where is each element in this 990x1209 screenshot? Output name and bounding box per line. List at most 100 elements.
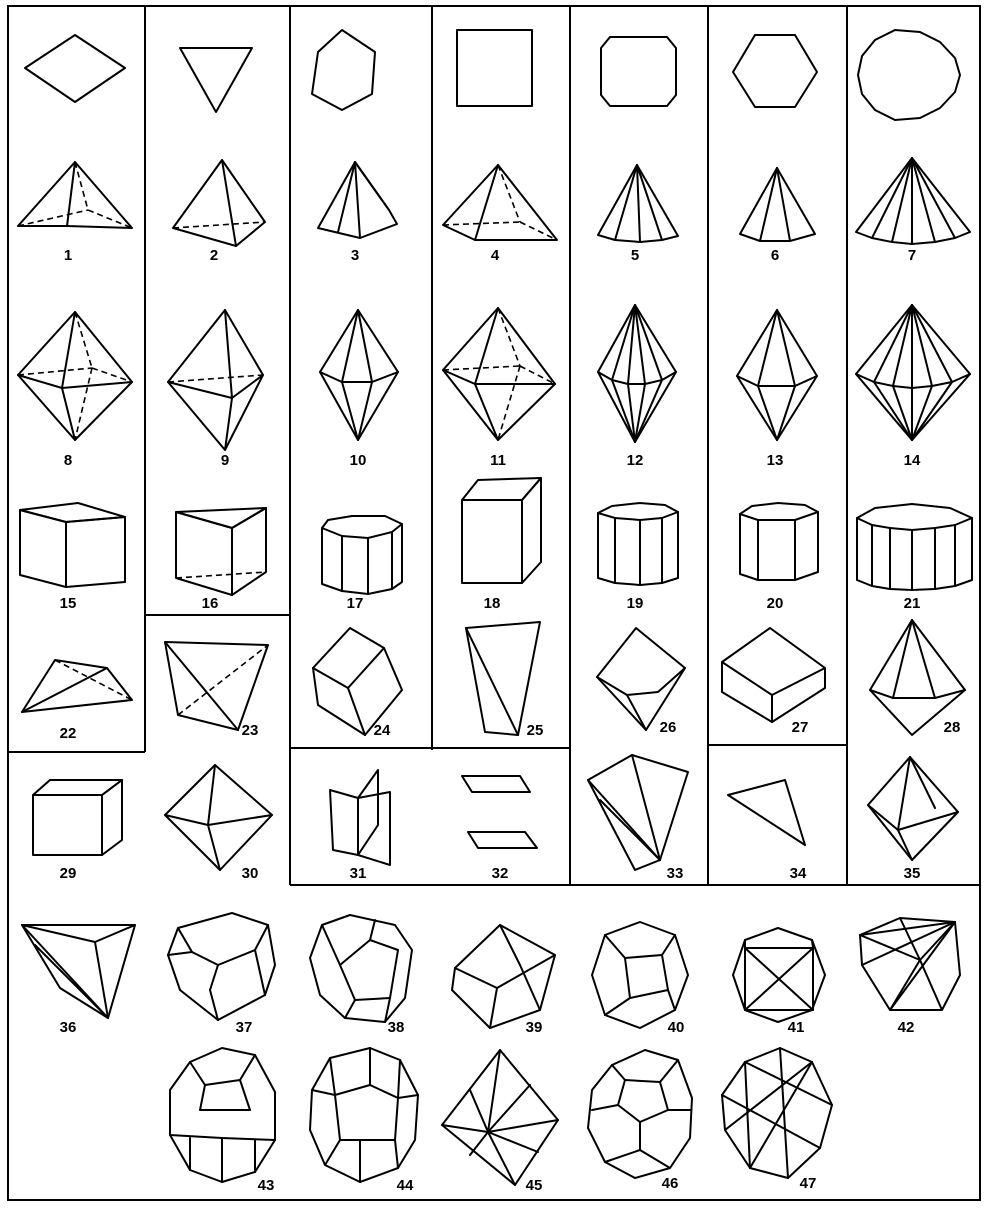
crystal-6 [739, 167, 816, 242]
crystal-27 [721, 627, 826, 723]
crystal-label-42: 42 [898, 1019, 915, 1036]
crystal-label-44: 44 [397, 1177, 414, 1194]
crystal-43 [169, 1047, 276, 1183]
crystal-15 [19, 502, 126, 588]
crystal-25 [465, 621, 541, 736]
crystal-26 [596, 627, 686, 731]
crystal-label-15: 15 [60, 595, 77, 612]
crystal-32 [461, 775, 538, 849]
section-triangle [179, 47, 253, 113]
crystal-29 [32, 779, 123, 856]
section-hexagon [732, 34, 818, 108]
crystal-44 [309, 1047, 419, 1183]
crystal-13 [736, 309, 818, 441]
crystal-34 [727, 779, 806, 846]
crystal-2 [172, 159, 266, 247]
crystal-label-3: 3 [351, 247, 359, 264]
crystal-46 [587, 1049, 693, 1179]
crystal-label-45: 45 [526, 1177, 543, 1194]
crystal-40 [591, 921, 689, 1029]
crystal-41 [732, 927, 826, 1023]
crystal-label-10: 10 [350, 452, 367, 469]
crystal-14 [855, 304, 971, 441]
crystal-30 [164, 764, 273, 871]
crystal-label-27: 27 [792, 719, 809, 736]
crystal-label-28: 28 [944, 719, 961, 736]
crystal-18 [461, 477, 542, 584]
crystal-label-19: 19 [627, 595, 644, 612]
crystal-9 [167, 309, 264, 451]
crystal-label-39: 39 [526, 1019, 543, 1036]
crystal-label-9: 9 [221, 452, 229, 469]
crystal-28 [869, 619, 966, 736]
crystal-label-1: 1 [64, 247, 72, 264]
crystal-3 [317, 161, 398, 239]
crystal-37 [167, 912, 276, 1021]
crystal-1 [17, 161, 133, 229]
crystal-label-47: 47 [800, 1175, 817, 1192]
crystal-label-22: 22 [60, 725, 77, 742]
crystal-label-46: 46 [662, 1175, 679, 1192]
crystal-19 [597, 502, 679, 586]
crystal-label-2: 2 [210, 247, 218, 264]
crystal-label-20: 20 [767, 595, 784, 612]
crystal-4 [442, 164, 558, 241]
crystal-label-34: 34 [790, 865, 807, 882]
crystal-label-23: 23 [242, 722, 259, 739]
crystal-label-17: 17 [347, 595, 364, 612]
crystal-31 [329, 769, 391, 866]
crystal-label-43: 43 [258, 1177, 275, 1194]
crystal-17 [321, 515, 403, 595]
crystal-label-16: 16 [202, 595, 219, 612]
crystal-label-36: 36 [60, 1019, 77, 1036]
crystal-11 [442, 307, 556, 441]
crystal-38 [309, 914, 413, 1023]
crystal-label-29: 29 [60, 865, 77, 882]
crystal-47 [721, 1047, 833, 1179]
crystal-label-33: 33 [667, 865, 684, 882]
crystal-20 [739, 502, 819, 581]
crystal-label-6: 6 [771, 247, 779, 264]
section-trigonal-hexagon [311, 29, 376, 111]
crystal-label-5: 5 [631, 247, 639, 264]
crystal-label-14: 14 [904, 452, 921, 469]
crystal-16 [175, 507, 267, 596]
grid-frame [7, 5, 981, 1201]
crystal-39 [451, 924, 556, 1029]
crystal-label-26: 26 [660, 719, 677, 736]
crystal-label-32: 32 [492, 865, 509, 882]
crystal-label-41: 41 [788, 1019, 805, 1036]
crystal-label-25: 25 [527, 722, 544, 739]
crystal-10 [319, 309, 399, 441]
crystal-label-18: 18 [484, 595, 501, 612]
crystal-label-13: 13 [767, 452, 784, 469]
crystal-23 [164, 641, 269, 731]
crystal-label-30: 30 [242, 865, 259, 882]
crystal-label-35: 35 [904, 865, 921, 882]
crystal-35 [867, 756, 959, 861]
section-rhombus [24, 34, 126, 103]
crystal-label-38: 38 [388, 1019, 405, 1036]
crystal-label-11: 11 [490, 452, 506, 469]
crystal-42 [859, 917, 961, 1011]
crystal-label-4: 4 [491, 247, 500, 264]
section-dodecagon [857, 29, 961, 121]
crystal-label-12: 12 [627, 452, 644, 469]
crystal-8 [17, 311, 133, 441]
crystal-label-24: 24 [374, 722, 391, 739]
crystal-12 [597, 304, 677, 443]
crystal-21 [856, 503, 973, 591]
crystal-5 [597, 164, 679, 243]
crystal-label-21: 21 [904, 595, 921, 612]
section-octagon [600, 36, 677, 107]
crystal-label-40: 40 [668, 1019, 685, 1036]
crystal-7 [855, 157, 971, 245]
crystal-36 [21, 924, 136, 1019]
crystal-label-8: 8 [64, 452, 72, 469]
crystal-label-37: 37 [236, 1019, 253, 1036]
crystal-33 [587, 754, 689, 871]
crystal-label-7: 7 [908, 247, 916, 264]
